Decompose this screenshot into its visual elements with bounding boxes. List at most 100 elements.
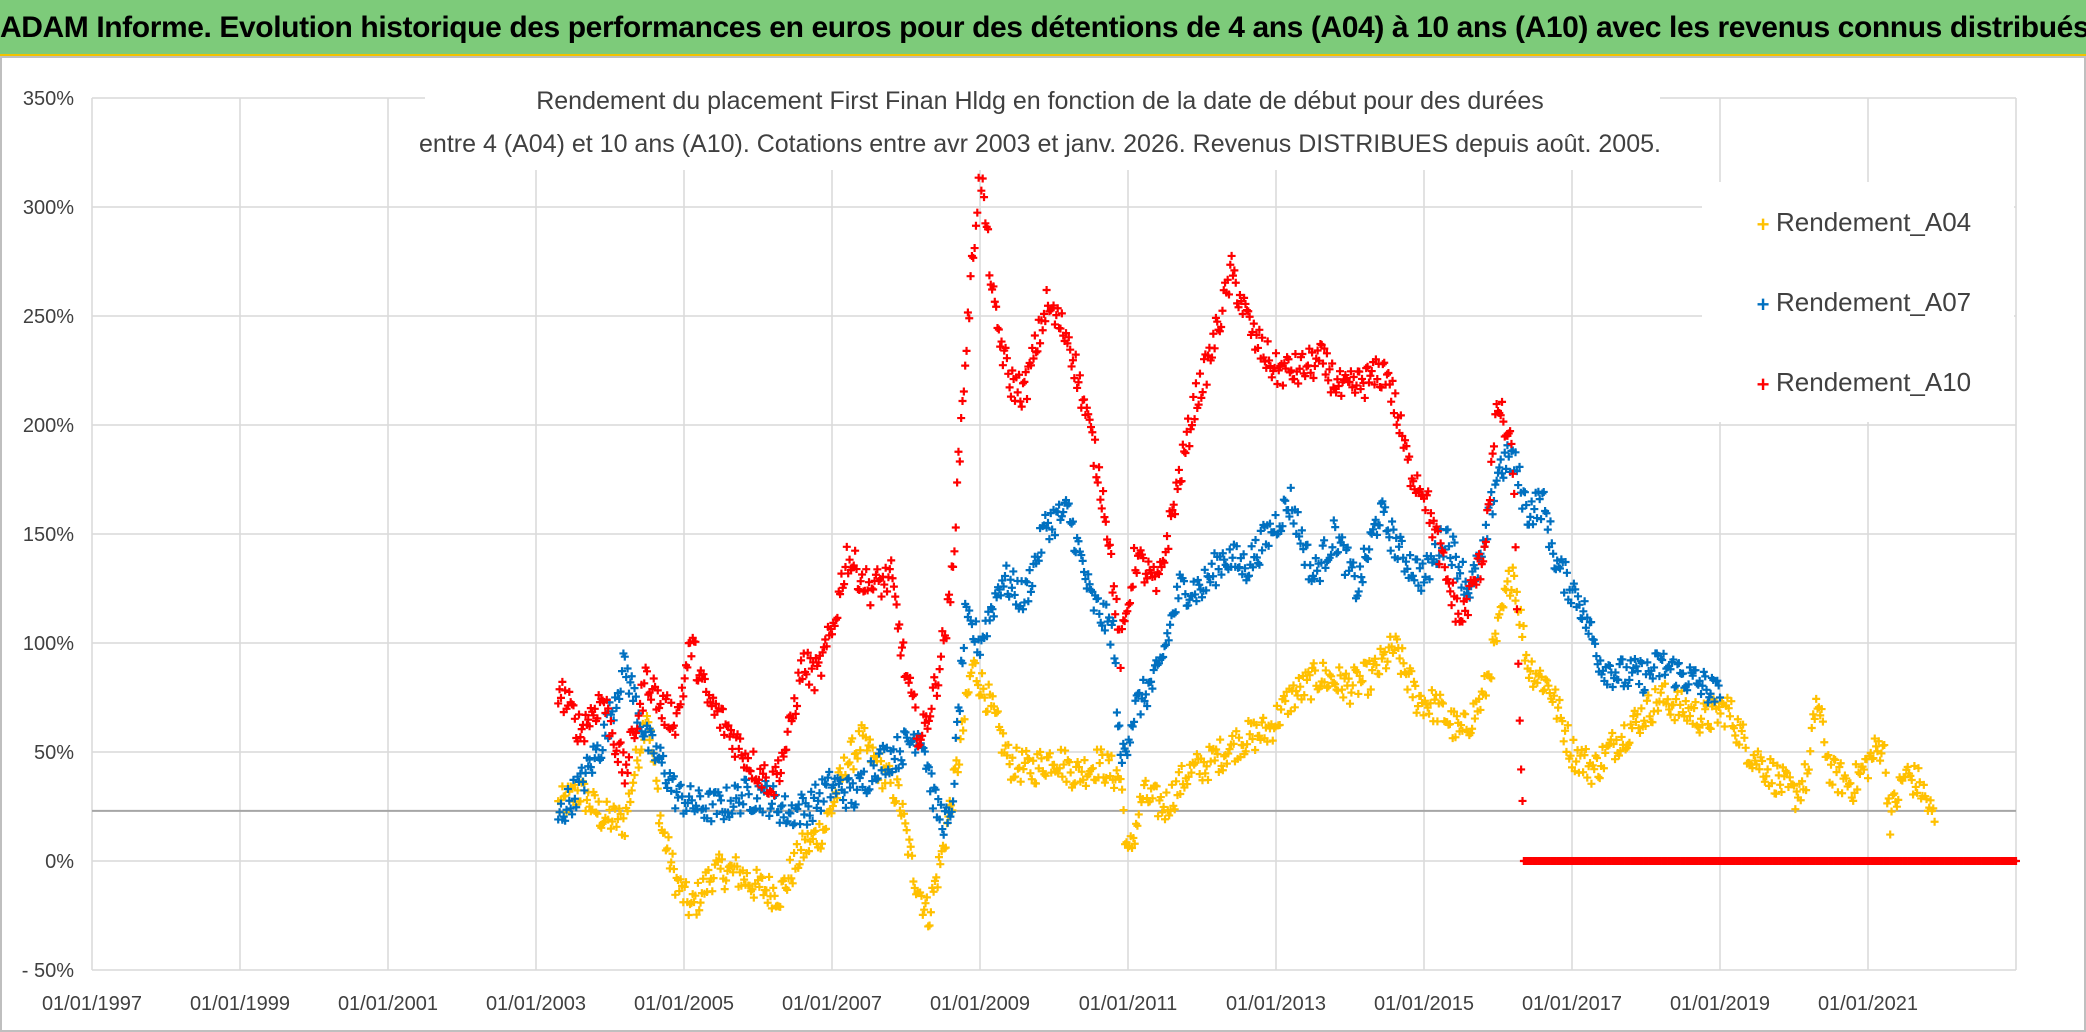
data-point bbox=[1832, 768, 1841, 777]
data-point bbox=[672, 709, 681, 718]
data-point bbox=[1436, 539, 1445, 548]
data-point bbox=[1009, 567, 1018, 576]
data-point bbox=[1546, 517, 1555, 526]
data-point bbox=[1703, 698, 1712, 707]
data-point bbox=[597, 753, 606, 762]
data-point bbox=[933, 883, 942, 892]
data-point bbox=[656, 743, 665, 752]
data-point bbox=[823, 773, 832, 782]
data-point bbox=[1435, 560, 1444, 569]
data-point bbox=[733, 730, 742, 739]
data-point bbox=[846, 783, 855, 792]
data-point bbox=[1842, 774, 1851, 783]
data-point bbox=[1672, 695, 1681, 704]
data-point bbox=[1911, 782, 1920, 791]
data-point bbox=[593, 741, 602, 750]
data-point bbox=[570, 794, 579, 803]
data-point bbox=[826, 793, 835, 802]
data-point bbox=[1816, 711, 1825, 720]
data-point bbox=[612, 746, 621, 755]
legend-label-a10: Rendement_A10 bbox=[1776, 367, 1971, 397]
data-point bbox=[1559, 737, 1568, 746]
data-point bbox=[880, 580, 889, 589]
data-point bbox=[771, 763, 780, 772]
series-rendement-a04 bbox=[554, 563, 1939, 931]
data-point bbox=[967, 620, 976, 629]
data-point bbox=[852, 565, 861, 574]
data-point bbox=[791, 709, 800, 718]
data-point bbox=[1866, 748, 1875, 757]
data-point bbox=[1499, 473, 1508, 482]
data-point bbox=[1589, 635, 1598, 644]
data-point bbox=[1401, 436, 1410, 445]
data-point bbox=[608, 817, 617, 826]
data-point bbox=[736, 809, 745, 818]
chart-title-line2: entre 4 (A04) et 10 ans (A10). Cotations… bbox=[419, 130, 1661, 158]
data-point bbox=[893, 624, 902, 633]
data-point bbox=[1059, 508, 1068, 517]
data-point bbox=[1313, 566, 1322, 575]
data-point bbox=[656, 699, 665, 708]
data-point bbox=[1253, 343, 1262, 352]
data-point bbox=[1762, 772, 1771, 781]
data-point bbox=[1074, 537, 1083, 546]
data-point bbox=[998, 576, 1007, 585]
data-point bbox=[1590, 765, 1599, 774]
data-point bbox=[1446, 587, 1455, 596]
data-point bbox=[1429, 555, 1438, 564]
data-point bbox=[580, 737, 589, 746]
data-point bbox=[1045, 749, 1054, 758]
data-point bbox=[1524, 673, 1533, 682]
data-point bbox=[1154, 570, 1163, 579]
data-point bbox=[1603, 680, 1612, 689]
data-point bbox=[1554, 562, 1563, 571]
data-point bbox=[812, 803, 821, 812]
data-point bbox=[1152, 782, 1161, 791]
data-point bbox=[793, 701, 802, 710]
data-point bbox=[1048, 525, 1057, 534]
data-point bbox=[955, 760, 964, 769]
data-point bbox=[841, 803, 850, 812]
data-point bbox=[1103, 535, 1112, 544]
data-point bbox=[1430, 695, 1439, 704]
data-point bbox=[626, 678, 635, 687]
data-point bbox=[1468, 724, 1477, 733]
data-point bbox=[672, 788, 681, 797]
data-point bbox=[1796, 796, 1805, 805]
data-point bbox=[1106, 640, 1115, 649]
data-point bbox=[1635, 680, 1644, 689]
data-point bbox=[1436, 690, 1445, 699]
data-point bbox=[956, 735, 965, 744]
data-point bbox=[1555, 695, 1564, 704]
data-point bbox=[1869, 754, 1878, 763]
data-point bbox=[1398, 644, 1407, 653]
chart-frame bbox=[0, 56, 2086, 1032]
data-point bbox=[756, 872, 765, 881]
data-point bbox=[1171, 510, 1180, 519]
data-point bbox=[1136, 546, 1145, 555]
data-point bbox=[1037, 548, 1046, 557]
data-point bbox=[1481, 537, 1490, 546]
data-point bbox=[915, 740, 924, 749]
data-point bbox=[973, 208, 982, 217]
data-point bbox=[805, 811, 814, 820]
data-point bbox=[1650, 663, 1659, 672]
data-points bbox=[554, 147, 2020, 931]
data-point bbox=[798, 675, 807, 684]
data-point bbox=[836, 590, 845, 599]
data-point bbox=[1592, 753, 1601, 762]
data-point bbox=[1107, 751, 1116, 760]
data-point bbox=[1008, 753, 1017, 762]
data-point bbox=[1818, 717, 1827, 726]
data-point bbox=[1249, 319, 1258, 328]
data-point bbox=[1370, 380, 1379, 389]
data-point bbox=[907, 737, 916, 746]
data-point bbox=[1190, 415, 1199, 424]
data-point bbox=[1530, 505, 1539, 514]
data-point bbox=[1601, 748, 1610, 757]
data-point bbox=[1364, 378, 1373, 387]
data-point bbox=[1012, 600, 1021, 609]
data-point bbox=[865, 578, 873, 587]
data-point bbox=[1481, 520, 1490, 529]
data-point bbox=[1447, 561, 1456, 570]
